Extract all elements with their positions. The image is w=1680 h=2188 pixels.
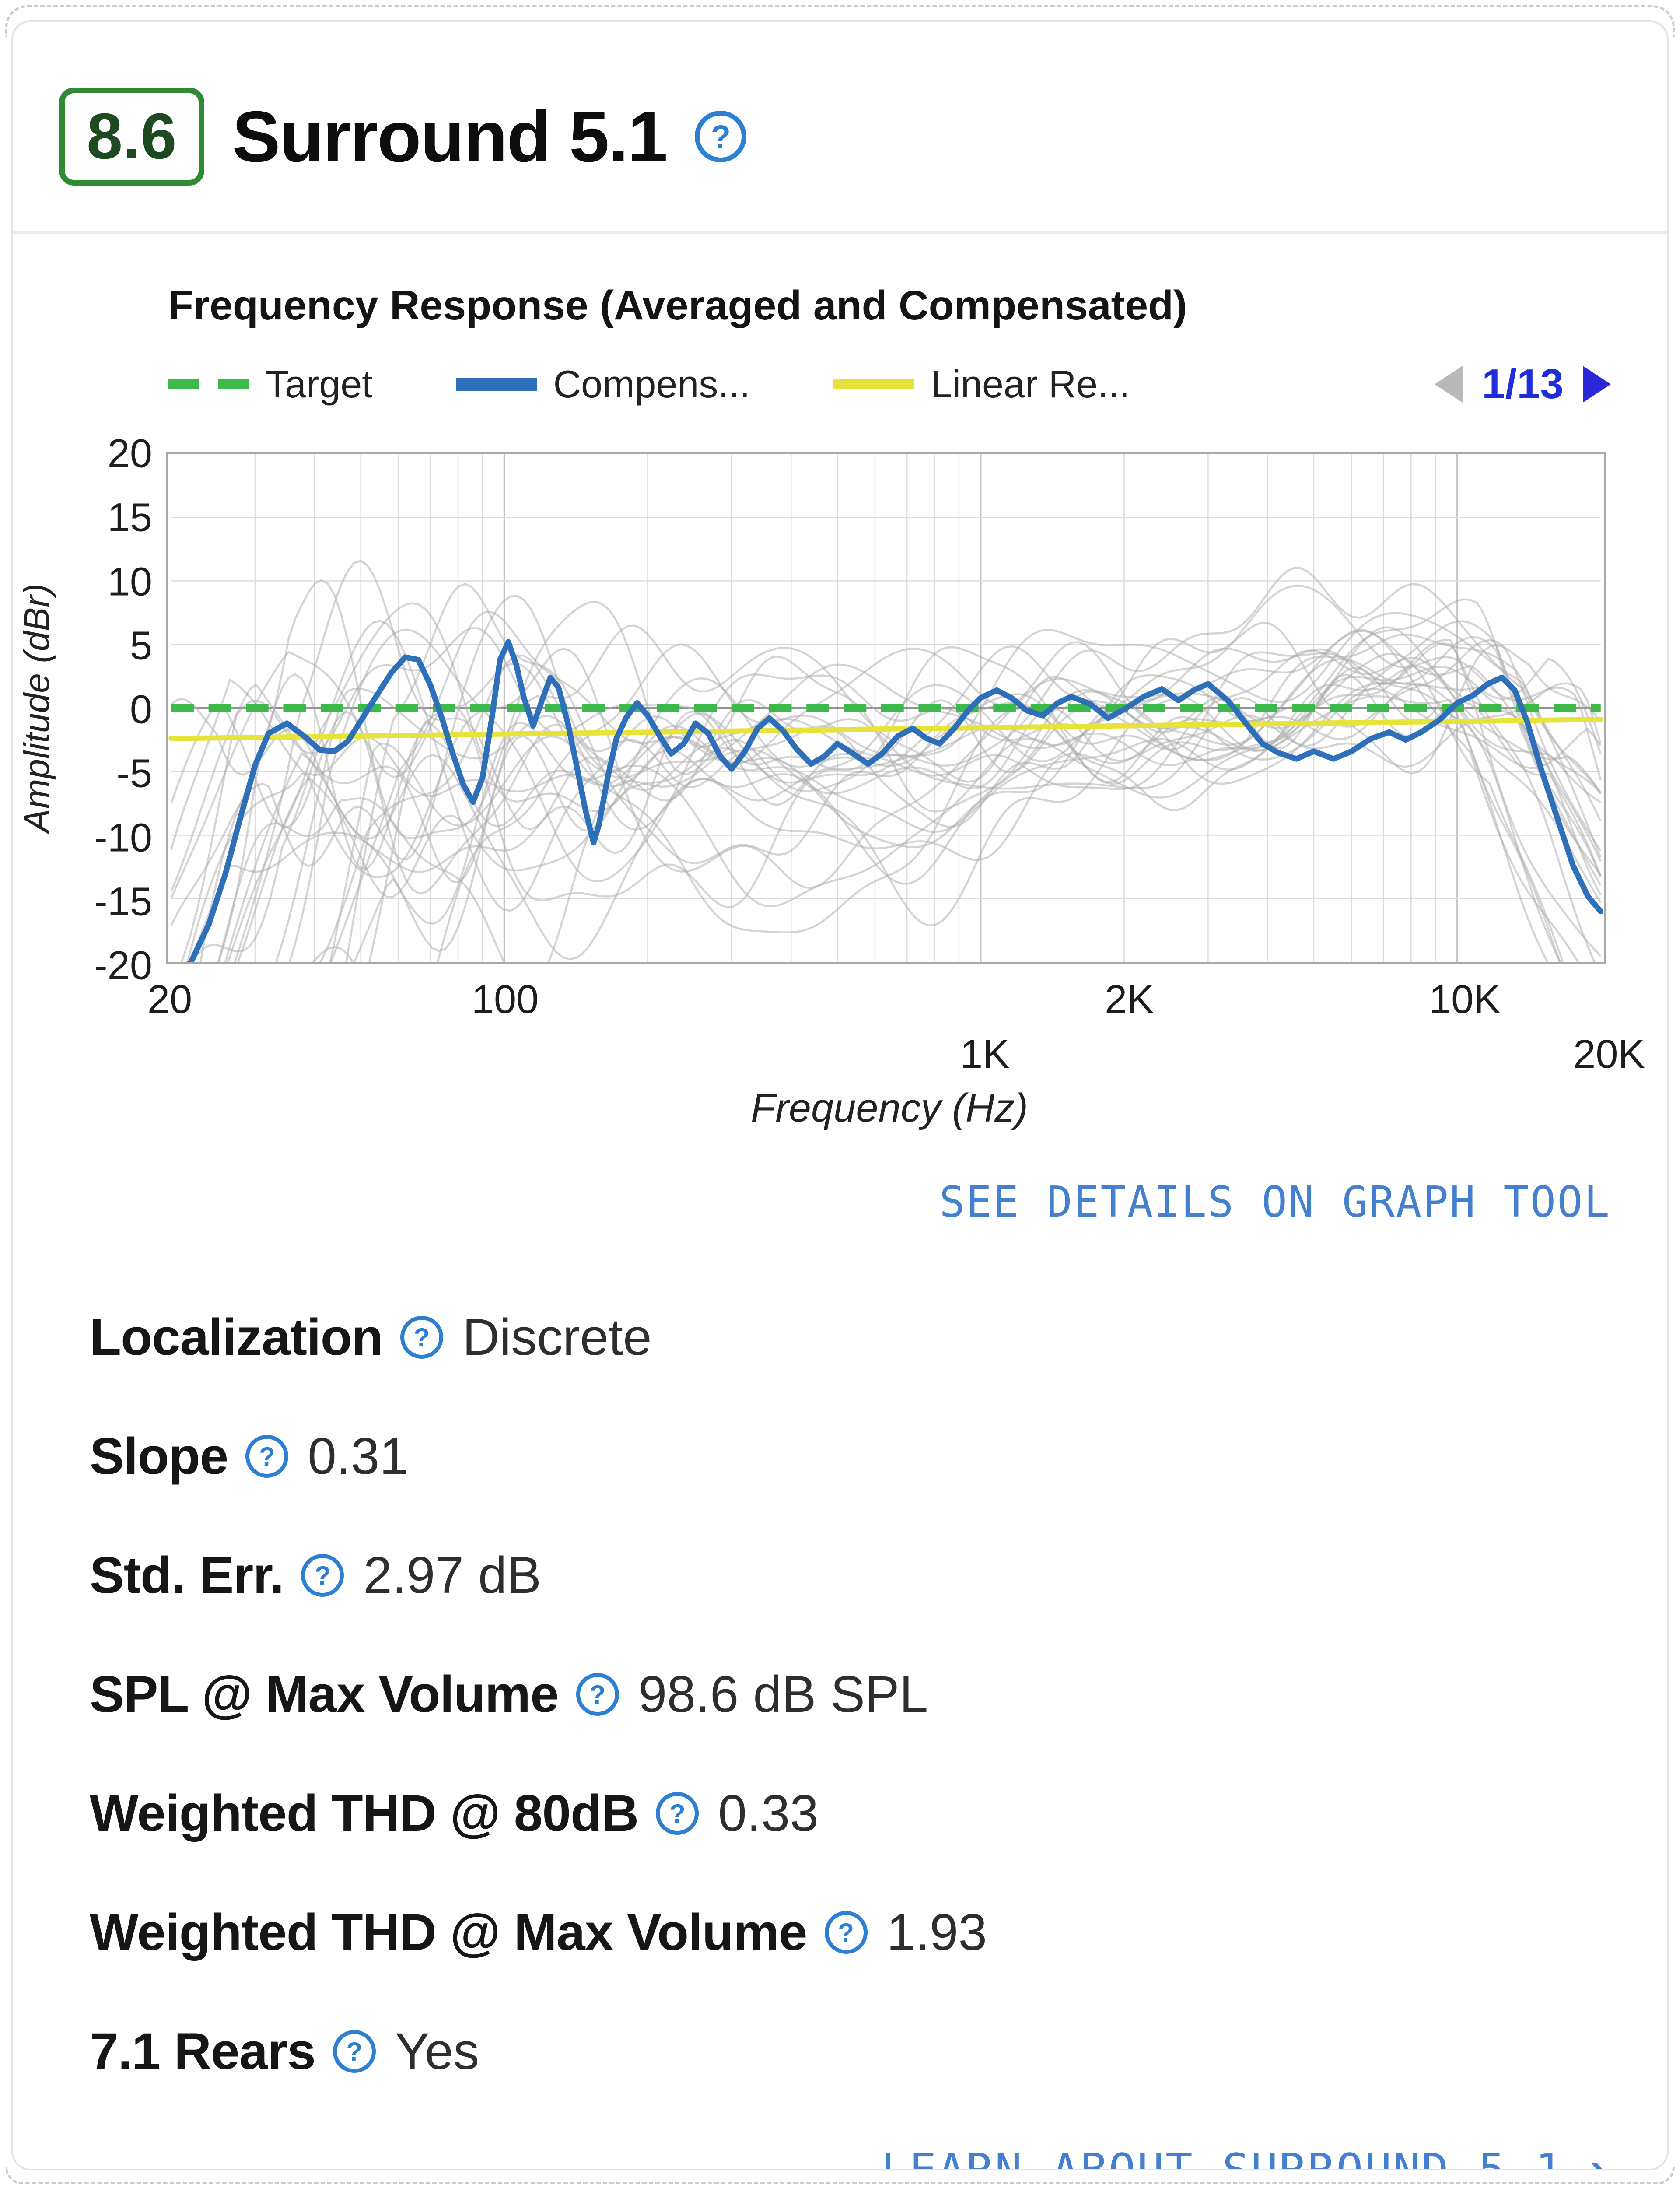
- stat-row: Slope ? 0.31: [90, 1427, 1606, 1486]
- section-title: Surround 5.1: [232, 96, 668, 177]
- stat-row: SPL @ Max Volume ? 98.6 dB SPL: [90, 1665, 1606, 1724]
- stat-label: Std. Err.: [90, 1546, 284, 1605]
- fr-chart-svg: [166, 452, 1606, 964]
- stat-label: SPL @ Max Volume: [90, 1666, 559, 1724]
- y-axis-label: Amplitude (dBr): [17, 583, 57, 833]
- stat-value: 0.31: [308, 1427, 408, 1486]
- surround-51-card: 8.6 Surround 5.1 ? Frequency Response (A…: [11, 20, 1669, 2170]
- next-page-arrow-icon[interactable]: [1583, 366, 1611, 403]
- x-tick-label: 10K: [1429, 977, 1501, 1022]
- card-header: 8.6 Surround 5.1 ?: [13, 22, 1667, 231]
- stat-row: 7.1 Rears ? Yes: [90, 2022, 1606, 2081]
- y-tick-label: 10: [107, 559, 152, 604]
- stats-list: Localization ? Discrete Slope ? 0.31 Std…: [13, 1227, 1667, 2081]
- x-tick-label: 100: [471, 977, 539, 1022]
- page-indicator: 1/13: [1482, 361, 1564, 408]
- y-tick-label: 15: [107, 495, 152, 540]
- y-tick-label: -10: [94, 815, 152, 860]
- stat-row: Weighted THD @ Max Volume ? 1.93: [90, 1903, 1606, 1962]
- y-tick-label: 20: [107, 431, 152, 476]
- y-axis-ticks: 20 15 10 5 0 -5 -10 -15 -20: [61, 431, 166, 988]
- help-icon[interactable]: ?: [824, 1911, 868, 1954]
- help-icon[interactable]: ?: [301, 1554, 344, 1597]
- score-badge: 8.6: [59, 88, 204, 186]
- chart-title: Frequency Response (Averaged and Compens…: [168, 282, 1187, 329]
- stat-row: Localization ? Discrete: [90, 1308, 1606, 1367]
- help-icon[interactable]: ?: [576, 1673, 619, 1716]
- plot-area: Amplitude (dBr) 20 15 10 5 0 -5 -10 -15 -20: [13, 431, 1667, 988]
- y-tick-label: -15: [94, 879, 152, 924]
- help-icon[interactable]: ?: [245, 1435, 289, 1478]
- help-icon[interactable]: ?: [656, 1792, 699, 1835]
- help-icon[interactable]: ?: [695, 111, 747, 163]
- stat-value: 98.6 dB SPL: [638, 1666, 928, 1724]
- target-line-swatch-icon: [168, 379, 249, 389]
- frequency-response-section: Frequency Response (Averaged and Compens…: [13, 234, 1667, 1227]
- score-value: 8.6: [87, 100, 177, 172]
- stat-value: Yes: [395, 2023, 480, 2081]
- learn-about-link-label: LEARN ABOUT SURROUND 5.1: [881, 2144, 1564, 2170]
- see-details-link[interactable]: SEE DETAILS ON GRAPH TOOL: [939, 1177, 1611, 1227]
- x-axis-label: Frequency (Hz): [751, 1086, 1028, 1131]
- top-dashed-divider: [5, 5, 1675, 37]
- x-tick-label: 20K: [1573, 1032, 1645, 1077]
- legend-item-target: Target: [168, 362, 373, 407]
- stat-row: Weighted THD @ 80dB ? 0.33: [90, 1784, 1606, 1843]
- stat-label: Slope: [90, 1427, 228, 1486]
- compensated-line-swatch-icon: [455, 378, 537, 391]
- legend-item-linear-regression: Linear Re...: [833, 362, 1130, 407]
- y-axis-label-column: Amplitude (dBr): [13, 452, 61, 964]
- stat-label: 7.1 Rears: [90, 2023, 316, 2081]
- stat-row: Std. Err. ? 2.97 dB: [90, 1546, 1606, 1605]
- x-tick-label: 20: [147, 977, 192, 1022]
- legend-label: Linear Re...: [931, 362, 1130, 406]
- y-tick-label: -20: [94, 943, 152, 988]
- help-icon[interactable]: ?: [400, 1316, 443, 1359]
- stat-value: 0.33: [718, 1785, 819, 1843]
- prev-page-arrow-icon[interactable]: [1435, 366, 1463, 403]
- learn-about-link[interactable]: LEARN ABOUT SURROUND 5.1 ›: [881, 2137, 1611, 2170]
- linear-regression-line-swatch-icon: [833, 379, 914, 390]
- stat-value: Discrete: [462, 1308, 652, 1367]
- y-tick-label: -5: [116, 751, 152, 796]
- stat-label: Weighted THD @ Max Volume: [90, 1904, 808, 1962]
- y-tick-label: 5: [130, 623, 152, 668]
- x-tick-label: 1K: [960, 1032, 1010, 1077]
- legend-item-compensated: Compens...: [455, 362, 750, 407]
- stat-label: Localization: [90, 1308, 383, 1367]
- stat-value: 2.97 dB: [363, 1546, 542, 1605]
- legend-label: Compens...: [553, 362, 750, 406]
- chevron-right-icon: ›: [1590, 2137, 1611, 2170]
- chart-pager: 1/13: [1435, 360, 1611, 408]
- legend-label: Target: [266, 362, 373, 406]
- x-axis-ticks: 20 100 1K 2K 10K 20K: [147, 970, 1645, 1082]
- chart-legend: Target Compens... Linear Re... 1/13: [168, 360, 1611, 408]
- header-divider: [13, 231, 1667, 234]
- help-icon[interactable]: ?: [332, 2030, 376, 2073]
- x-tick-label: 2K: [1105, 977, 1154, 1022]
- stat-value: 1.93: [886, 1904, 987, 1962]
- y-tick-label: 0: [130, 687, 152, 732]
- stat-label: Weighted THD @ 80dB: [90, 1785, 639, 1843]
